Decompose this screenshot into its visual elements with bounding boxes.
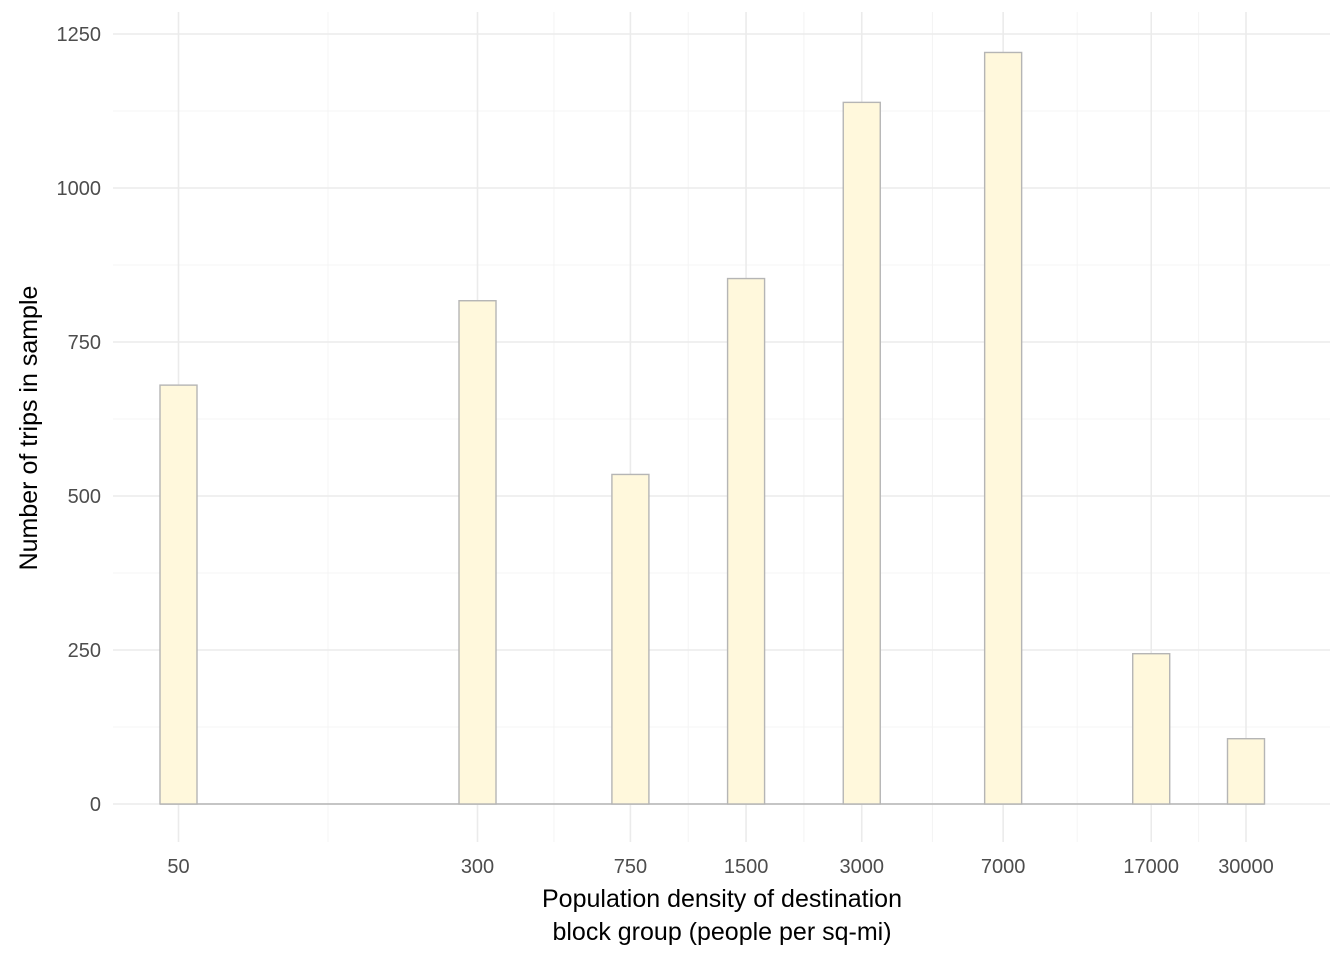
bar <box>983 51 1023 805</box>
y-tick-label: 250 <box>68 640 101 662</box>
y-axis-ticks: 0 250 500 750 1000 1250 <box>57 24 102 816</box>
y-tick-label: 0 <box>90 794 101 816</box>
x-tick-label: 1500 <box>724 856 769 878</box>
bar <box>1132 652 1171 805</box>
bar <box>458 300 497 805</box>
x-axis-title-line-2: block group (people per sq-mi) <box>552 918 891 946</box>
y-tick-label: 500 <box>68 486 101 508</box>
bars <box>159 51 1266 805</box>
x-tick-label: 3000 <box>840 856 885 878</box>
y-tick-label: 1250 <box>57 24 102 46</box>
x-tick-label: 30000 <box>1218 856 1274 878</box>
x-tick-label: 750 <box>614 856 647 878</box>
x-tick-label: 7000 <box>981 856 1026 878</box>
bar <box>726 277 766 805</box>
bar <box>1226 738 1266 805</box>
y-tick-label: 1000 <box>57 178 102 200</box>
x-axis-ticks: 50 300 750 1500 3000 7000 17000 30000 <box>167 856 1273 878</box>
bar <box>159 384 198 805</box>
x-tick-label: 17000 <box>1123 856 1179 878</box>
bar <box>842 101 881 805</box>
y-axis-title: Number of trips in sample <box>15 286 43 571</box>
y-tick-label: 750 <box>68 332 101 354</box>
x-tick-label: 50 <box>167 856 189 878</box>
bar <box>611 473 650 805</box>
x-axis-title-line-1: Population density of destination <box>542 885 902 913</box>
x-tick-label: 300 <box>461 856 494 878</box>
